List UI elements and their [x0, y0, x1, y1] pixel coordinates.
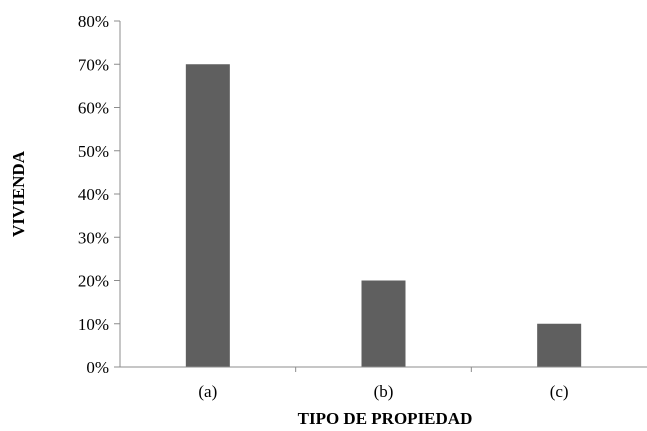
y-tick-label: 50%	[78, 142, 109, 161]
y-tick-label: 40%	[78, 185, 109, 204]
y-tick-label: 0%	[86, 358, 109, 377]
x-tick-label: (b)	[374, 382, 394, 401]
x-axis-title: TIPO DE PROPIEDAD	[298, 409, 473, 428]
bar-b	[361, 280, 406, 367]
x-tick-label: (a)	[198, 382, 217, 401]
bar-a	[185, 64, 230, 367]
tick-labels-group: 0% 10% 20% 30% 40% 50% 60% 70% 80% (a) (b) (c)	[78, 12, 569, 401]
bars-group	[185, 64, 582, 367]
y-tick-label: 60%	[78, 99, 109, 118]
x-tick-label: (c)	[550, 382, 569, 401]
y-tick-label: 70%	[78, 55, 109, 74]
y-tick-label: 30%	[78, 228, 109, 247]
y-tick-label: 10%	[78, 315, 109, 334]
bar-c	[537, 323, 582, 367]
y-tick-label: 80%	[78, 12, 109, 31]
y-axis-title: VIVIENDA	[9, 150, 28, 237]
y-tick-label: 20%	[78, 272, 109, 291]
axes-group	[114, 20, 647, 372]
